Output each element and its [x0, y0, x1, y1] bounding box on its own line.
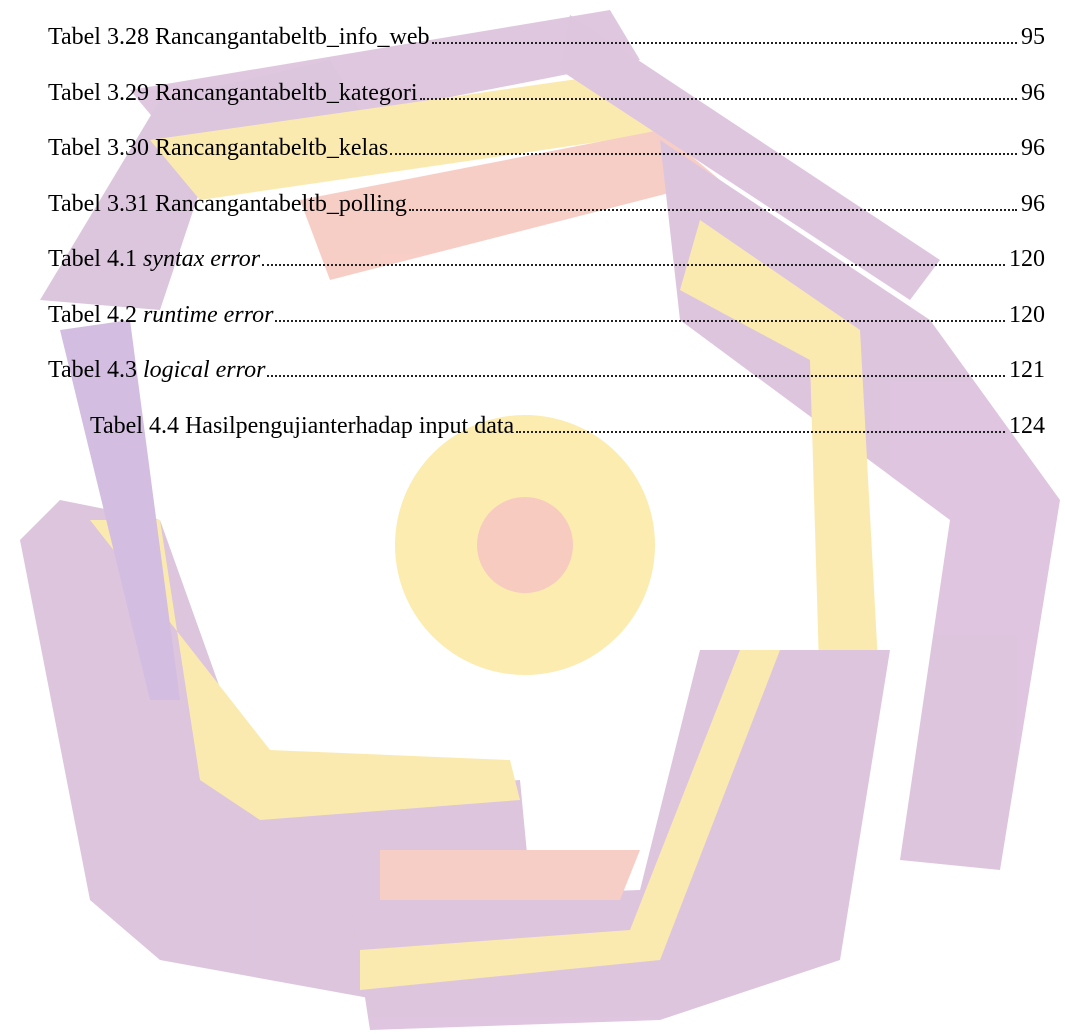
page-number: 95 — [1021, 24, 1045, 51]
entry-label: Tabel 4.1 — [48, 246, 137, 273]
entry-label: Tabel 3.30 — [48, 135, 149, 162]
entry-label: Tabel 4.2 — [48, 302, 137, 329]
dot-leader — [275, 320, 1005, 322]
entry-term: logical error — [143, 357, 265, 384]
toc-entry: Tabel 4.4 Hasilpengujianterhadap input d… — [90, 413, 1045, 453]
dot-leader — [409, 209, 1017, 211]
toc-entry: Tabel 3.30 Rancangantabeltb_kelas 96 — [48, 135, 1045, 175]
entry-label: Tabel 4.4 — [90, 413, 179, 440]
page: Tabel 3.28 Rancangantabeltb_info_web95Ta… — [0, 0, 1065, 1034]
page-number: 121 — [1009, 357, 1045, 384]
page-number: 96 — [1021, 80, 1045, 107]
dot-leader — [516, 431, 1005, 433]
dot-leader — [390, 153, 1017, 155]
entry-title: Rancangantabeltb_kategori — [155, 80, 418, 107]
entry-title: Rancangantabeltb_polling — [155, 191, 407, 218]
page-number: 124 — [1009, 413, 1045, 440]
entry-label: Tabel 3.29 — [48, 80, 149, 107]
toc-entry: Tabel 3.28 Rancangantabeltb_info_web 95 — [48, 24, 1045, 64]
entry-title: Hasilpengujianterhadap input data — [185, 413, 514, 440]
entry-title: Rancangantabeltb_info_web — [155, 24, 430, 51]
entry-label: Tabel 3.31 — [48, 191, 149, 218]
entry-term: runtime error — [143, 302, 273, 329]
entry-label: Tabel 3.28 — [48, 24, 149, 51]
page-number: 120 — [1009, 302, 1045, 329]
toc-entry: Tabel 4.2 runtime error 120 — [48, 302, 1045, 342]
page-number: 96 — [1021, 191, 1045, 218]
entry-term: syntax error — [143, 246, 260, 273]
dot-leader — [432, 42, 1017, 44]
page-number: 120 — [1009, 246, 1045, 273]
dot-leader — [262, 264, 1005, 266]
dot-leader — [420, 98, 1017, 100]
dot-leader — [267, 375, 1005, 377]
toc-entry: Tabel 3.29 Rancangantabeltb_kategori 96 — [48, 80, 1045, 120]
page-number: 96 — [1021, 135, 1045, 162]
toc-entry: Tabel 3.31 Rancangantabeltb_polling 96 — [48, 191, 1045, 231]
toc-entry: Tabel 4.3 logical error 121 — [48, 357, 1045, 397]
toc-entry: Tabel 4.1 syntax error 120 — [48, 246, 1045, 286]
entry-title: Rancangantabeltb_kelas — [155, 135, 388, 162]
entry-label: Tabel 4.3 — [48, 357, 137, 384]
